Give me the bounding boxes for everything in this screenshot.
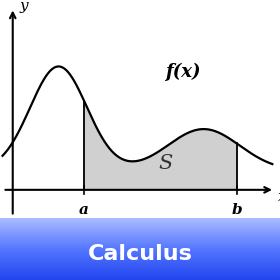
Text: a: a	[79, 203, 89, 217]
Text: b: b	[231, 203, 242, 217]
Text: S: S	[158, 154, 172, 173]
Text: Calculus: Calculus	[88, 244, 192, 264]
Text: y: y	[19, 0, 28, 13]
Text: x: x	[277, 190, 280, 204]
Text: f(x): f(x)	[165, 63, 201, 81]
Polygon shape	[84, 101, 237, 190]
